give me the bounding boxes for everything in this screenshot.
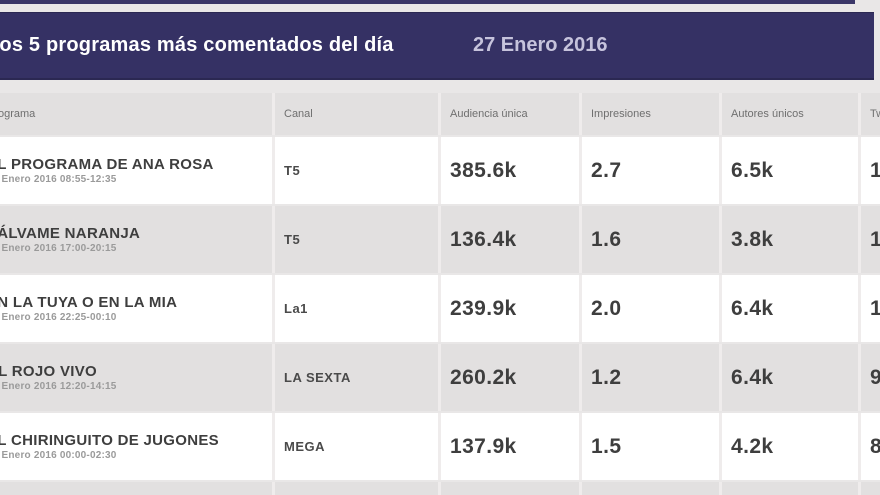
program-cell: EL PROGRAMA DE ANA ROSA 27 Enero 2016 08… [0,137,272,204]
program-schedule: 27 Enero 2016 22:25-00:10 [0,311,117,323]
authors-cell: 3.8k [722,206,858,273]
impressions-cell: 1.2 [582,344,719,411]
column-header-autores: Autores únicos [722,93,858,135]
audience-cell: 137.9k [441,413,579,480]
channel-cell: MEGA [275,413,438,480]
program-cell: EN LA TUYA O EN LA MIA 27 Enero 2016 22:… [0,275,272,342]
table-row: EL PROGRAMA DE ANA ROSA 27 Enero 2016 08… [0,137,880,204]
programs-table: Programa Canal Audiencia única Impresion… [0,93,880,495]
table-row: SÁLVAME NARANJA 27 Enero 2016 17:00-20:1… [0,206,880,273]
widget-title: Los 5 programas más comentados del día [0,34,394,56]
program-schedule: 27 Enero 2016 12:20-14:15 [0,380,117,392]
column-header-programa: Programa [0,93,272,135]
audience-cell: 385.6k [441,137,579,204]
authors-cell: 6.4k [722,275,858,342]
authors-cell: 6.4k [722,344,858,411]
tweets-cell: 1 [861,275,880,342]
column-header-impresiones: Impresiones [582,93,719,135]
table-header-row: Programa Canal Audiencia única Impresion… [0,93,880,135]
program-schedule: 27 Enero 2016 00:00-02:30 [0,449,117,461]
program-cell: EL CHIRINGUITO DE JUGONES 27 Enero 2016 … [0,413,272,480]
column-header-audiencia: Audiencia única [441,93,579,135]
program-title: EN LA TUYA O EN LA MIA [0,293,178,311]
impressions-cell: 2.0 [582,275,719,342]
previous-widget-edge [0,0,855,4]
table-row: EL CHIRINGUITO DE JUGONES 27 Enero 2016 … [0,413,880,480]
program-title: AL ROJO VIVO [0,362,98,380]
channel-cell: T5 [275,137,438,204]
audience-cell: 136.4k [441,206,579,273]
column-header-tweets: Tweets [861,93,880,135]
table-row-partial [0,482,880,495]
authors-cell: 4.2k [722,413,858,480]
program-cell: SÁLVAME NARANJA 27 Enero 2016 17:00-20:1… [0,206,272,273]
widget-date: 27 Enero 2016 [473,34,608,56]
audience-cell: 260.2k [441,344,579,411]
table-row: AL ROJO VIVO 27 Enero 2016 12:20-14:15 L… [0,344,880,411]
program-title: SÁLVAME NARANJA [0,224,141,242]
table-row: EN LA TUYA O EN LA MIA 27 Enero 2016 22:… [0,275,880,342]
program-title: EL PROGRAMA DE ANA ROSA [0,155,214,173]
impressions-cell: 2.7 [582,137,719,204]
program-schedule: 27 Enero 2016 08:55-12:35 [0,173,117,185]
tweets-cell: 1 [861,137,880,204]
channel-cell: LA SEXTA [275,344,438,411]
audience-cell: 239.9k [441,275,579,342]
program-cell: AL ROJO VIVO 27 Enero 2016 12:20-14:15 [0,344,272,411]
impressions-cell: 1.5 [582,413,719,480]
program-schedule: 27 Enero 2016 17:00-20:15 [0,242,117,254]
channel-cell: T5 [275,206,438,273]
authors-cell: 6.5k [722,137,858,204]
program-title: EL CHIRINGUITO DE JUGONES [0,431,219,449]
tweets-cell: 1 [861,206,880,273]
tweets-cell: 9 [861,344,880,411]
widget-header: Los 5 programas más comentados del día 2… [0,12,874,80]
tweets-cell: 8 [861,413,880,480]
impressions-cell: 1.6 [582,206,719,273]
channel-cell: La1 [275,275,438,342]
column-header-canal: Canal [275,93,438,135]
